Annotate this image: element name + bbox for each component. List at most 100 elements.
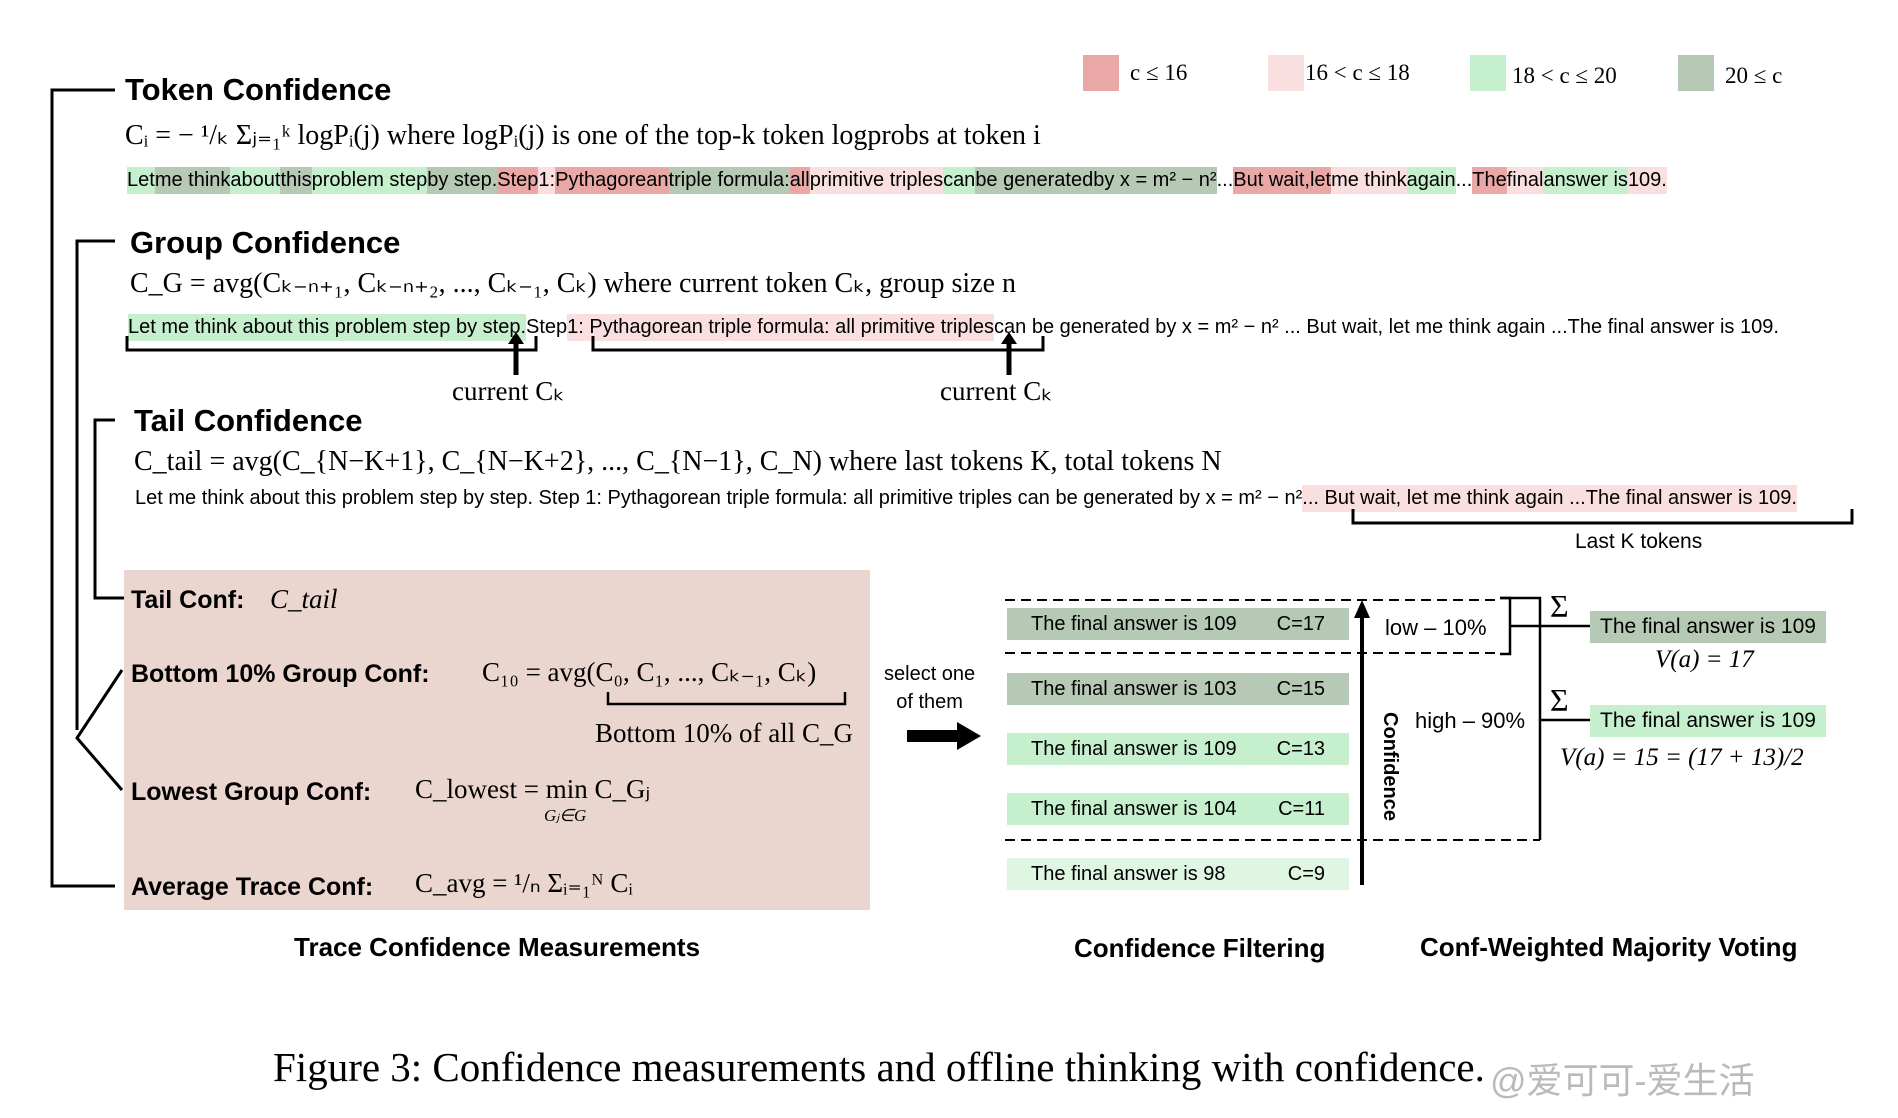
bottom-note: Bottom 10% of all C_G <box>595 718 853 748</box>
legend-swatch-1 <box>1083 55 1119 91</box>
bottom-group-conf-label: Bottom 10% Group Conf: <box>131 660 430 688</box>
caption-trace-measurements: Trace Confidence Measurements <box>294 932 701 962</box>
left-brackets <box>50 88 128 888</box>
caption-confidence-filtering: Confidence Filtering <box>1074 933 1326 963</box>
answer-text-2: The final answer is 103 <box>1031 677 1237 700</box>
watermark: @爱可可-爱生活 <box>1490 1060 1755 1101</box>
sigma-2: Σ <box>1550 682 1569 718</box>
token-1: Let <box>127 167 155 194</box>
legend-label-4: 20 ≤ c <box>1725 63 1783 88</box>
answer-conf-4: C=11 <box>1278 797 1325 820</box>
last-k-tokens-label: Last K tokens <box>1575 530 1703 553</box>
token-21: ... <box>1455 169 1473 191</box>
legend-label-3: 18 < c ≤ 20 <box>1512 63 1617 88</box>
token-confidence-title: Token Confidence <box>125 72 392 107</box>
group-confidence-title: Group Confidence <box>130 225 401 260</box>
token-19: me think <box>1331 167 1407 194</box>
vote-value-2: V(a) = 15 = (17 + 13)/2 <box>1560 744 1804 771</box>
token-14: be generated <box>975 167 1094 194</box>
token-12: primitive triples <box>809 167 944 194</box>
caption-majority-voting: Conf-Weighted Majority Voting <box>1420 932 1798 962</box>
legend-label-1: c ≤ 16 <box>1130 60 1188 85</box>
token-8: 1: <box>538 167 556 194</box>
tail-sequence: Let me think about this problem step by … <box>135 485 1797 512</box>
select-line-1: select one <box>884 663 976 685</box>
group-segment-1: Let me think about this problem step by … <box>128 314 526 341</box>
high-filter-label: high – 90% <box>1415 708 1526 733</box>
legend-swatch-3 <box>1470 55 1506 91</box>
lowest-group-conf-sub: Gⱼ∈G <box>544 806 587 825</box>
answer-row-1: The final answer is 109 C=17 <box>1007 608 1349 640</box>
vote-result-2: The final answer is 109 <box>1590 705 1826 737</box>
legend-swatch-2 <box>1268 55 1304 91</box>
answer-text-3: The final answer is 109 <box>1031 737 1237 760</box>
average-trace-conf-math: C_avg = ¹/ₙ Σᵢ₌₁ᴺ Cᵢ <box>415 868 633 898</box>
sigma-1: Σ <box>1550 588 1569 624</box>
token-sequence: Let me think about this problem step by … <box>127 167 1667 194</box>
token-3: about <box>230 167 281 194</box>
answer-row-2: The final answer is 103 C=15 <box>1007 673 1349 705</box>
token-10: triple formula: <box>668 167 790 194</box>
token-24: answer is <box>1543 167 1628 194</box>
token-5: problem step <box>311 167 428 194</box>
token-4: this <box>280 167 312 194</box>
token-9: Pythagorean <box>555 167 669 194</box>
answer-row-3: The final answer is 109 C=13 <box>1007 733 1349 765</box>
select-arrow <box>907 722 981 750</box>
current-token-label-2: current Cₖ <box>940 376 1053 406</box>
current-token-label-1: current Cₖ <box>452 376 565 406</box>
lowest-group-conf-math: C_lowest = min C_Gⱼ <box>415 774 651 804</box>
tail-brace <box>1351 509 1854 525</box>
bottom-brace <box>606 692 847 706</box>
answer-text-5: The final answer is 98 <box>1031 862 1226 885</box>
legend-swatch-4 <box>1678 55 1714 91</box>
group-sequence: Let me think about this problem step by … <box>128 314 1779 341</box>
lowest-group-conf-label: Lowest Group Conf: <box>131 778 372 806</box>
token-16: ... <box>1216 169 1234 191</box>
answer-text-1: The final answer is 109 <box>1031 612 1237 635</box>
measurements-panel <box>124 570 870 910</box>
low-filter-label: low – 10% <box>1385 615 1487 640</box>
legend-label-2: 16 < c ≤ 18 <box>1305 60 1410 85</box>
group-segment-3: 1: Pythagorean triple formula: all primi… <box>567 314 995 341</box>
token-22: The <box>1472 167 1507 194</box>
token-25: 109. <box>1627 167 1667 194</box>
average-trace-conf-label: Average Trace Conf: <box>131 873 374 901</box>
group-confidence-formula: C_G = avg(Cₖ₋ₙ₊₁, Cₖ₋ₙ₊₂, ..., Cₖ₋₁, Cₖ)… <box>130 268 1016 299</box>
token-7: Step <box>497 167 539 194</box>
answer-conf-2: C=15 <box>1276 677 1325 700</box>
answer-text-4: The final answer is 104 <box>1031 797 1237 820</box>
answer-conf-1: C=17 <box>1276 612 1325 635</box>
token-15: by x = m² − n² <box>1093 167 1217 194</box>
answer-conf-5: C=9 <box>1287 862 1325 885</box>
answer-conf-3: C=13 <box>1276 737 1325 760</box>
token-11: all <box>789 167 810 194</box>
vote-value-1: V(a) = 17 <box>1655 646 1754 673</box>
group-segment-4: can be generated by x = m² − n² ... But … <box>994 316 1779 338</box>
bottom-group-conf-math: C₁₀ = avg(C₀, C₁, ..., Cₖ₋₁, Cₖ) <box>482 657 817 687</box>
token-6: by step. <box>427 167 498 194</box>
tail-conf-label: Tail Conf: <box>131 586 245 614</box>
token-2: me think <box>154 167 231 194</box>
answer-row-5: The final answer is 98 C=9 <box>1007 858 1349 890</box>
figure-caption: Figure 3: Confidence measurements and of… <box>273 1044 1485 1090</box>
group-segment-2: Step <box>526 316 568 338</box>
vote-result-1: The final answer is 109 <box>1590 611 1826 643</box>
token-18: let <box>1309 167 1332 194</box>
tail-segment-1: Let me think about this problem step by … <box>135 487 1303 509</box>
group-braces <box>125 332 1045 375</box>
select-one-label: select one of them <box>884 660 975 716</box>
answer-row-4: The final answer is 104 C=11 <box>1007 793 1349 825</box>
tail-confidence-title: Tail Confidence <box>134 403 363 438</box>
tail-conf-math: C_tail <box>270 584 338 614</box>
token-13: can <box>943 167 976 194</box>
token-17: But wait, <box>1233 167 1310 194</box>
token-23: final <box>1506 167 1544 194</box>
select-line-2: of them <box>896 691 963 713</box>
token-confidence-formula: Cᵢ = − ¹/ₖ Σⱼ₌₁ᵏ logPᵢ(j) where logPᵢ(j)… <box>125 120 1041 151</box>
token-20: again <box>1406 167 1456 194</box>
tail-confidence-formula: C_tail = avg(C_{N−K+1}, C_{N−K+2}, ..., … <box>134 446 1222 477</box>
confidence-axis-label: Confidence <box>1378 712 1401 821</box>
tail-segment-2: ... But wait, let me think again ...The … <box>1302 485 1797 512</box>
